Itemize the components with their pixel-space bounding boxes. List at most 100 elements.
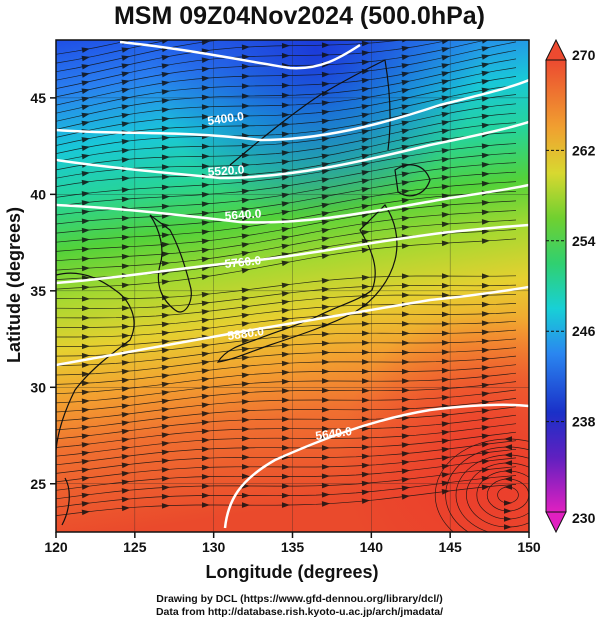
wind-arrow bbox=[361, 112, 370, 119]
wind-arrow bbox=[481, 30, 489, 35]
wind-arrow bbox=[81, 55, 90, 62]
wind-arrow bbox=[361, 462, 370, 469]
wind-arrow bbox=[481, 199, 490, 206]
wind-arrow bbox=[481, 22, 489, 27]
wind-arrow bbox=[281, 464, 290, 470]
wind-arrow bbox=[201, 464, 210, 471]
wind-arrow bbox=[161, 279, 170, 285]
wind-arrow bbox=[241, 338, 250, 344]
wind-arrow bbox=[201, 291, 210, 298]
wind-arrow bbox=[241, 93, 250, 99]
wind-arrow bbox=[161, 493, 170, 500]
wind-arrow bbox=[201, 153, 210, 160]
wind-arrow bbox=[441, 446, 450, 453]
wind-arrow bbox=[121, 496, 130, 503]
wind-arrow bbox=[281, 183, 290, 190]
wind-arrow bbox=[201, 317, 210, 324]
wind-arrow bbox=[201, 182, 210, 188]
wind-arrow bbox=[281, 351, 290, 358]
wind-arrow bbox=[401, 88, 410, 94]
wind-arrow bbox=[401, 45, 410, 52]
wind-arrow bbox=[481, 62, 490, 68]
x-tick-label: 120 bbox=[44, 539, 68, 555]
grid-lines bbox=[56, 40, 529, 532]
wind-arrow bbox=[441, 55, 450, 61]
wind-arrow bbox=[201, 483, 210, 489]
wind-arrow bbox=[281, 82, 290, 89]
wind-arrow bbox=[401, 349, 410, 356]
wind-arrow bbox=[281, 140, 290, 147]
wind-arrow bbox=[481, 391, 490, 397]
wind-arrow bbox=[281, 416, 290, 422]
wind-arrow bbox=[81, 47, 90, 53]
wind-arrow bbox=[481, 87, 490, 94]
wind-arrow bbox=[161, 184, 170, 191]
wind-arrow bbox=[201, 437, 210, 444]
wind-arrow bbox=[321, 295, 330, 302]
wind-arrow bbox=[361, 397, 370, 404]
wind-arrow bbox=[321, 100, 330, 106]
wind-arrow bbox=[402, 10, 410, 16]
wind-arrow bbox=[121, 175, 130, 182]
wind-arrow bbox=[361, 95, 370, 102]
wind-arrow bbox=[81, 218, 90, 225]
wind-arrow bbox=[241, 435, 250, 442]
wind-arrow bbox=[361, 170, 370, 176]
wind-arrow bbox=[481, 162, 490, 168]
wind-arrow bbox=[321, 491, 330, 498]
wind-arrow bbox=[121, 87, 130, 94]
chart-title: MSM 09Z04Nov2024 (500.0hPa) bbox=[113, 2, 485, 30]
credits-line-1: Drawing by DCL (https://www.gfd-dennou.o… bbox=[156, 593, 443, 605]
wind-arrow bbox=[81, 442, 90, 448]
wind-arrow bbox=[81, 265, 90, 272]
wind-arrow bbox=[281, 235, 290, 241]
wind-arrow bbox=[361, 378, 370, 384]
wind-arrow bbox=[361, 137, 370, 143]
wind-arrow bbox=[201, 238, 210, 245]
wind-arrow bbox=[361, 359, 370, 365]
wind-arrow bbox=[81, 209, 90, 215]
wind-arrow bbox=[201, 66, 210, 73]
wind-arrow bbox=[321, 118, 330, 125]
wind-arrow bbox=[441, 311, 450, 318]
wind-arrow bbox=[161, 116, 170, 123]
wind-arrow bbox=[161, 364, 170, 371]
wind-arrow bbox=[201, 502, 210, 508]
wind-arrow bbox=[401, 63, 410, 69]
wind-arrow bbox=[441, 120, 450, 126]
wind-arrow bbox=[481, 104, 490, 111]
wind-arrow bbox=[401, 243, 410, 249]
wind-arrow bbox=[321, 136, 330, 142]
wind-arrow bbox=[441, 95, 450, 101]
wind-arrow bbox=[201, 428, 210, 435]
wind-arrow bbox=[321, 368, 330, 375]
wind-arrow bbox=[121, 323, 130, 330]
wind-arrow bbox=[321, 340, 330, 347]
wind-arrow bbox=[281, 360, 290, 367]
credits: Drawing by DCL (https://www.gfd-dennou.o… bbox=[0, 593, 599, 619]
wind-arrow bbox=[401, 79, 410, 86]
wind-arrow bbox=[361, 311, 370, 318]
wind-arrow bbox=[241, 346, 250, 353]
x-axis-label: Longitude (degrees) bbox=[205, 562, 378, 582]
wind-arrow bbox=[241, 287, 250, 294]
y-axis-label: Latitude (degrees) bbox=[4, 207, 24, 363]
wind-arrow bbox=[241, 188, 250, 195]
wind-arrow bbox=[281, 425, 290, 432]
wind-arrow bbox=[121, 420, 130, 426]
wind-arrow bbox=[161, 241, 170, 248]
wind-arrow bbox=[121, 47, 130, 53]
wind-arrow bbox=[281, 435, 290, 442]
wind-arrow bbox=[481, 70, 490, 77]
wind-arrow bbox=[161, 260, 170, 267]
wind-arrow bbox=[441, 193, 450, 199]
wind-arrow bbox=[441, 273, 450, 279]
wind-arrow bbox=[121, 342, 130, 348]
wind-arrow bbox=[441, 472, 450, 478]
wind-arrow bbox=[121, 360, 130, 366]
wind-arrow bbox=[121, 470, 130, 477]
y-axis-ticks: 25 30 35 40 45 bbox=[30, 90, 56, 492]
wind-arrow bbox=[281, 473, 290, 480]
wind-arrow bbox=[161, 321, 170, 328]
wind-arrow bbox=[481, 14, 489, 19]
